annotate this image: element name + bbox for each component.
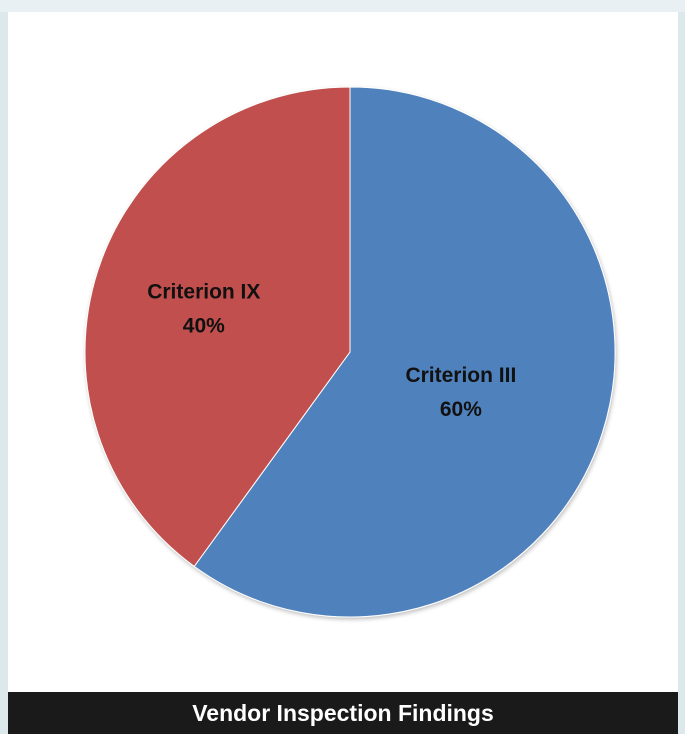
pie-labels: Criterion III 60% Criterion IX 40% — [147, 281, 516, 422]
pie-chart: Criterion III 60% Criterion IX 40% — [84, 86, 616, 618]
slice-value-criterion-ix: 40% — [183, 315, 225, 338]
slice-value-criterion-iii: 60% — [440, 398, 482, 421]
pie-slice-criterion-ix — [84, 86, 351, 568]
caption-bar: Vendor Inspection Findings — [8, 692, 678, 734]
chart-caption: Vendor Inspection Findings — [192, 699, 494, 726]
chart-card: Criterion III 60% Criterion IX 40% — [8, 12, 678, 692]
pie-slice-criterion-iii — [193, 86, 616, 618]
pie-slices — [84, 86, 616, 618]
top-strip — [0, 0, 685, 12]
slice-label-criterion-ix: Criterion IX — [147, 281, 260, 304]
slice-label-criterion-iii: Criterion III — [405, 364, 516, 387]
